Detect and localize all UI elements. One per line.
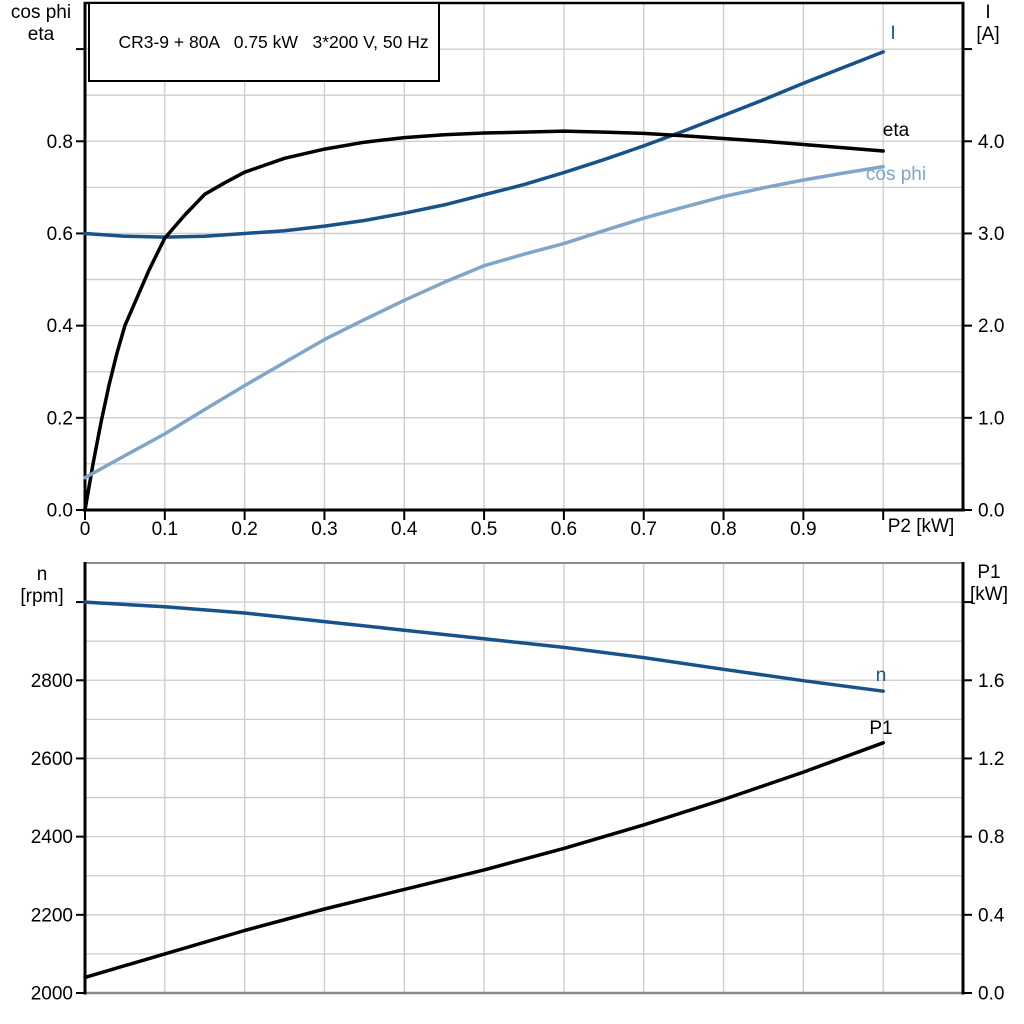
bottom-chart-left-axis-title: n [rpm]: [6, 564, 78, 608]
x-tick-label: 0.1: [152, 519, 178, 540]
curve-P1: [83, 741, 885, 980]
curve-label-current: I: [890, 23, 896, 44]
x-axis-title: P2 [kW]: [887, 516, 955, 537]
curve-label-speed: n: [875, 665, 887, 686]
curve-cos_phi: [83, 164, 885, 480]
right-tick-label: 1.0: [978, 408, 1004, 429]
x-tick-label: 0: [80, 519, 91, 540]
right-tick-label: 3.0: [978, 224, 1004, 245]
x-tick-label: 0.2: [231, 519, 257, 540]
right-tick-label: 0.4: [978, 905, 1005, 926]
left-tick-label: 0.0: [47, 501, 73, 522]
right-axis-title-line1: P1: [977, 562, 1001, 583]
curve-n: [83, 600, 885, 693]
x-tick-label: 0.9: [790, 519, 816, 540]
curve-I: [83, 50, 885, 239]
right-tick-label: 0.8: [978, 827, 1004, 848]
x-tick-label: 0.4: [391, 519, 418, 540]
left-axis-title-line2: eta: [27, 24, 55, 45]
bottom-chart-right-axis-title: P1 [kW]: [958, 562, 1020, 606]
right-tick-label: 1.6: [978, 671, 1004, 692]
left-tick-label: 2000: [31, 984, 73, 1005]
left-tick-label: 0.4: [47, 316, 74, 337]
left-axis-title-line1: n: [36, 564, 48, 585]
right-tick-label: 2.0: [978, 316, 1004, 337]
right-axis-title-line2: [A]: [976, 24, 1000, 45]
x-tick-label: 0.3: [311, 519, 337, 540]
left-axis-title-line1: cos phi: [10, 2, 72, 23]
top-chart-left-axis-title: cos phi eta: [6, 2, 76, 46]
left-tick-label: 0.2: [47, 408, 73, 429]
right-axis-title-line2: [kW]: [970, 584, 1008, 605]
right-tick-label: 1.2: [978, 749, 1004, 770]
curve-label-eta: eta: [882, 120, 910, 141]
left-tick-label: 2600: [31, 749, 73, 770]
chart-title-box: CR3-9 + 80A 0.75 kW 3*200 V, 50 Hz: [88, 2, 440, 82]
curve-label-cos-phi: cos phi: [865, 164, 927, 185]
chart-title: CR3-9 + 80A 0.75 kW 3*200 V, 50 Hz: [118, 32, 429, 52]
curve-label-p1: P1: [869, 718, 893, 739]
right-tick-label: 0.0: [978, 984, 1004, 1005]
left-tick-label: 2800: [31, 671, 73, 692]
left-tick-label: 0.8: [47, 132, 73, 153]
left-tick-label: 0.6: [47, 224, 73, 245]
x-tick-label: 0.6: [551, 519, 577, 540]
right-axis-title-line1: I: [985, 2, 991, 23]
x-tick-label: 0.8: [710, 519, 736, 540]
right-tick-label: 4.0: [978, 132, 1004, 153]
top-chart-right-axis-title: I [A]: [958, 2, 1018, 46]
curve-eta: [83, 129, 885, 512]
left-axis-title-line2: [rpm]: [20, 586, 64, 607]
left-tick-label: 2400: [31, 827, 73, 848]
left-tick-label: 2200: [31, 905, 73, 926]
x-tick-label: 0.5: [471, 519, 497, 540]
x-tick-label: 0.7: [631, 519, 657, 540]
right-tick-label: 0.0: [978, 501, 1004, 522]
